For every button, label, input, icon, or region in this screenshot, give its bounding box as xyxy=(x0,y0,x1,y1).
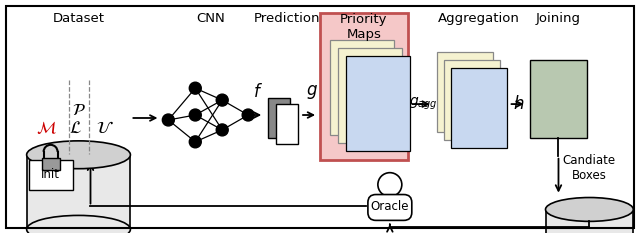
Text: Init: Init xyxy=(41,168,60,181)
Ellipse shape xyxy=(27,216,131,234)
Text: Oracle: Oracle xyxy=(371,200,409,213)
Text: $g_{agg}$: $g_{agg}$ xyxy=(410,96,438,112)
Text: Dataset: Dataset xyxy=(52,12,104,25)
Circle shape xyxy=(378,173,402,197)
Text: CNN: CNN xyxy=(196,12,225,25)
Ellipse shape xyxy=(27,141,131,169)
Circle shape xyxy=(189,82,201,94)
Circle shape xyxy=(242,109,254,121)
Polygon shape xyxy=(27,155,131,229)
FancyBboxPatch shape xyxy=(276,104,298,144)
Text: $f$: $f$ xyxy=(253,83,263,101)
FancyBboxPatch shape xyxy=(529,60,588,138)
FancyBboxPatch shape xyxy=(42,158,60,170)
FancyBboxPatch shape xyxy=(29,160,72,190)
Polygon shape xyxy=(545,209,634,234)
FancyBboxPatch shape xyxy=(268,98,290,138)
FancyBboxPatch shape xyxy=(320,13,408,160)
Text: $h$: $h$ xyxy=(513,95,524,113)
Text: Joining: Joining xyxy=(536,12,581,25)
FancyBboxPatch shape xyxy=(368,194,412,220)
Circle shape xyxy=(216,124,228,136)
Text: Prediction: Prediction xyxy=(254,12,321,25)
Text: $\mathcal{M}$: $\mathcal{M}$ xyxy=(36,119,57,137)
FancyBboxPatch shape xyxy=(436,52,493,132)
FancyBboxPatch shape xyxy=(346,56,410,151)
Circle shape xyxy=(189,136,201,148)
Circle shape xyxy=(189,109,201,121)
Text: Candiate
Boxes: Candiate Boxes xyxy=(563,154,616,182)
FancyBboxPatch shape xyxy=(338,48,402,143)
Ellipse shape xyxy=(545,197,634,221)
Text: $\mathcal{U}$: $\mathcal{U}$ xyxy=(95,119,113,137)
Circle shape xyxy=(216,94,228,106)
Text: $g$: $g$ xyxy=(306,83,318,101)
FancyBboxPatch shape xyxy=(330,40,394,135)
Text: Priority
Maps: Priority Maps xyxy=(340,13,388,40)
Text: $\mathcal{P}$: $\mathcal{P}$ xyxy=(72,101,85,119)
Circle shape xyxy=(163,114,174,126)
Text: $\mathcal{L}$: $\mathcal{L}$ xyxy=(69,119,82,137)
FancyBboxPatch shape xyxy=(451,68,507,148)
FancyBboxPatch shape xyxy=(444,60,500,140)
Text: Aggregation: Aggregation xyxy=(438,12,520,25)
